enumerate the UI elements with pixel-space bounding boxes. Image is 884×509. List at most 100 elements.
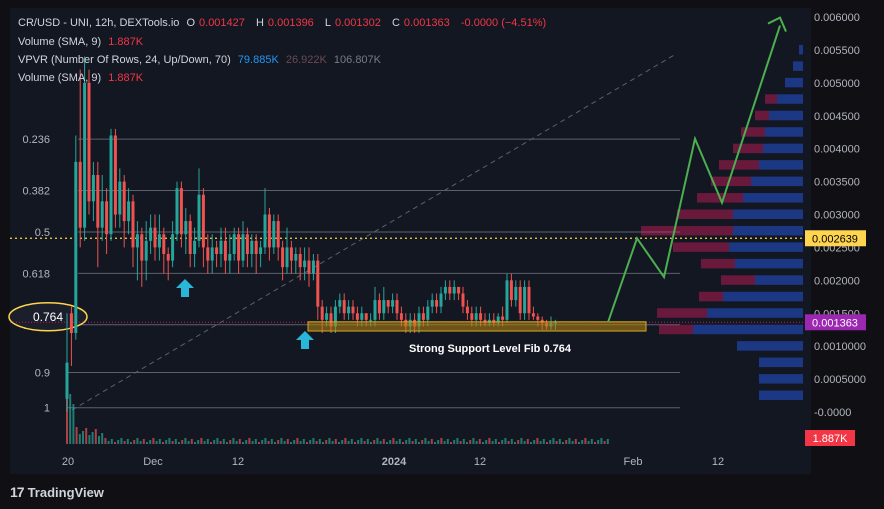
volume-bar bbox=[501, 440, 504, 444]
volume-bar bbox=[110, 439, 113, 444]
candle-body bbox=[281, 247, 285, 268]
volume-bar bbox=[139, 441, 142, 444]
vpvr-down-bar bbox=[765, 94, 777, 104]
volume-bar bbox=[526, 439, 529, 444]
x-axis-tick: 2024 bbox=[382, 456, 407, 468]
candle-body bbox=[369, 319, 373, 321]
volume-bar bbox=[411, 441, 414, 444]
candle-body bbox=[435, 300, 439, 307]
candle-body bbox=[232, 234, 236, 254]
vpvr-down-bar bbox=[699, 291, 723, 302]
volume-bar bbox=[386, 442, 388, 444]
volume-bar bbox=[443, 441, 446, 444]
volume-bar bbox=[267, 441, 270, 444]
volume-bar bbox=[162, 442, 164, 444]
volume-bar bbox=[594, 442, 596, 444]
candle-body bbox=[109, 135, 113, 235]
tradingview-logo[interactable]: 17 TradingView bbox=[10, 484, 104, 500]
price-label-last-bg bbox=[805, 314, 866, 331]
volume-bar bbox=[264, 438, 267, 444]
volume-bar bbox=[466, 442, 468, 444]
candle-body bbox=[417, 313, 421, 327]
candle-body bbox=[347, 306, 351, 314]
volume-bar bbox=[152, 438, 155, 444]
volume-bar bbox=[578, 442, 580, 444]
vpvr-up-bar bbox=[693, 324, 803, 335]
candle-body bbox=[118, 181, 122, 215]
volume-bar bbox=[440, 438, 443, 444]
vpvr-up-bar bbox=[751, 176, 803, 187]
volume-bar bbox=[101, 433, 104, 444]
volume-bar bbox=[392, 438, 395, 444]
volume-bar bbox=[190, 439, 193, 444]
price-label-fib: 0.002639 bbox=[812, 233, 858, 245]
volume-bar bbox=[171, 441, 174, 444]
legend-volume2-value: 1.887K bbox=[108, 72, 144, 84]
volume-bar bbox=[222, 439, 225, 444]
candle-body bbox=[470, 313, 474, 320]
volume-bar bbox=[325, 440, 328, 444]
volume-bar bbox=[498, 442, 500, 444]
volume-bar bbox=[542, 439, 545, 444]
volume-bar bbox=[350, 439, 353, 444]
candle-body bbox=[325, 313, 329, 320]
volume-bar bbox=[549, 440, 552, 444]
volume-bar bbox=[584, 438, 587, 444]
candle-body bbox=[241, 234, 245, 261]
vpvr-down-bar bbox=[741, 127, 765, 137]
fib-level-label: 0.382 bbox=[22, 185, 50, 197]
volume-bar bbox=[424, 438, 427, 444]
volume-bar bbox=[197, 440, 200, 444]
volume-bar bbox=[299, 441, 302, 444]
volume-bar bbox=[450, 442, 452, 444]
volume-bar bbox=[274, 442, 276, 444]
volume-bar bbox=[587, 441, 590, 444]
candle-body bbox=[259, 247, 263, 254]
support-annotation: Strong Support Level Fib 0.764 bbox=[409, 343, 572, 355]
candle-body bbox=[78, 161, 82, 228]
volume-bar bbox=[571, 441, 574, 444]
candle-body bbox=[149, 227, 153, 241]
volume-bar bbox=[283, 441, 286, 444]
volume-bar bbox=[258, 442, 260, 444]
volume-bar bbox=[389, 440, 392, 444]
volume-bar bbox=[331, 441, 334, 444]
volume-bar bbox=[136, 438, 139, 444]
candle-body bbox=[171, 234, 175, 261]
volume-bar bbox=[226, 442, 228, 444]
volume-bar bbox=[363, 441, 366, 444]
candle-body bbox=[316, 260, 320, 307]
y-axis-tick: 0.0005000 bbox=[814, 374, 866, 386]
volume-bar bbox=[238, 439, 241, 444]
volume-bar bbox=[430, 439, 433, 444]
volume-bar bbox=[568, 438, 571, 444]
volume-bar bbox=[210, 442, 212, 444]
y-axis-tick: 0.006000 bbox=[814, 12, 860, 24]
candle-body bbox=[219, 240, 223, 254]
candle-body bbox=[285, 247, 289, 268]
volume-bar bbox=[405, 440, 408, 444]
legend-vpvr-up: 79.885K bbox=[237, 54, 279, 66]
candle-body bbox=[188, 221, 192, 254]
legend-low: L 0.001302 bbox=[324, 17, 381, 29]
volume-bar bbox=[213, 440, 216, 444]
candle-body bbox=[443, 286, 447, 294]
candle-body bbox=[179, 188, 183, 235]
candle-body bbox=[439, 293, 443, 307]
volume-bar bbox=[290, 442, 292, 444]
volume-bar bbox=[402, 442, 404, 444]
volume-bar bbox=[462, 439, 465, 444]
vpvr-up-bar bbox=[777, 94, 803, 104]
volume-bar bbox=[82, 431, 84, 444]
volume-bar bbox=[216, 438, 219, 444]
volume-bar bbox=[558, 439, 561, 444]
volume-bar bbox=[555, 441, 558, 444]
volume-bar bbox=[469, 440, 472, 444]
candle-body bbox=[105, 201, 109, 235]
volume-bar bbox=[590, 439, 593, 444]
volume-bar bbox=[475, 441, 478, 444]
volume-bar bbox=[98, 436, 100, 444]
candle-body bbox=[364, 313, 368, 320]
volume-bar bbox=[491, 441, 494, 444]
